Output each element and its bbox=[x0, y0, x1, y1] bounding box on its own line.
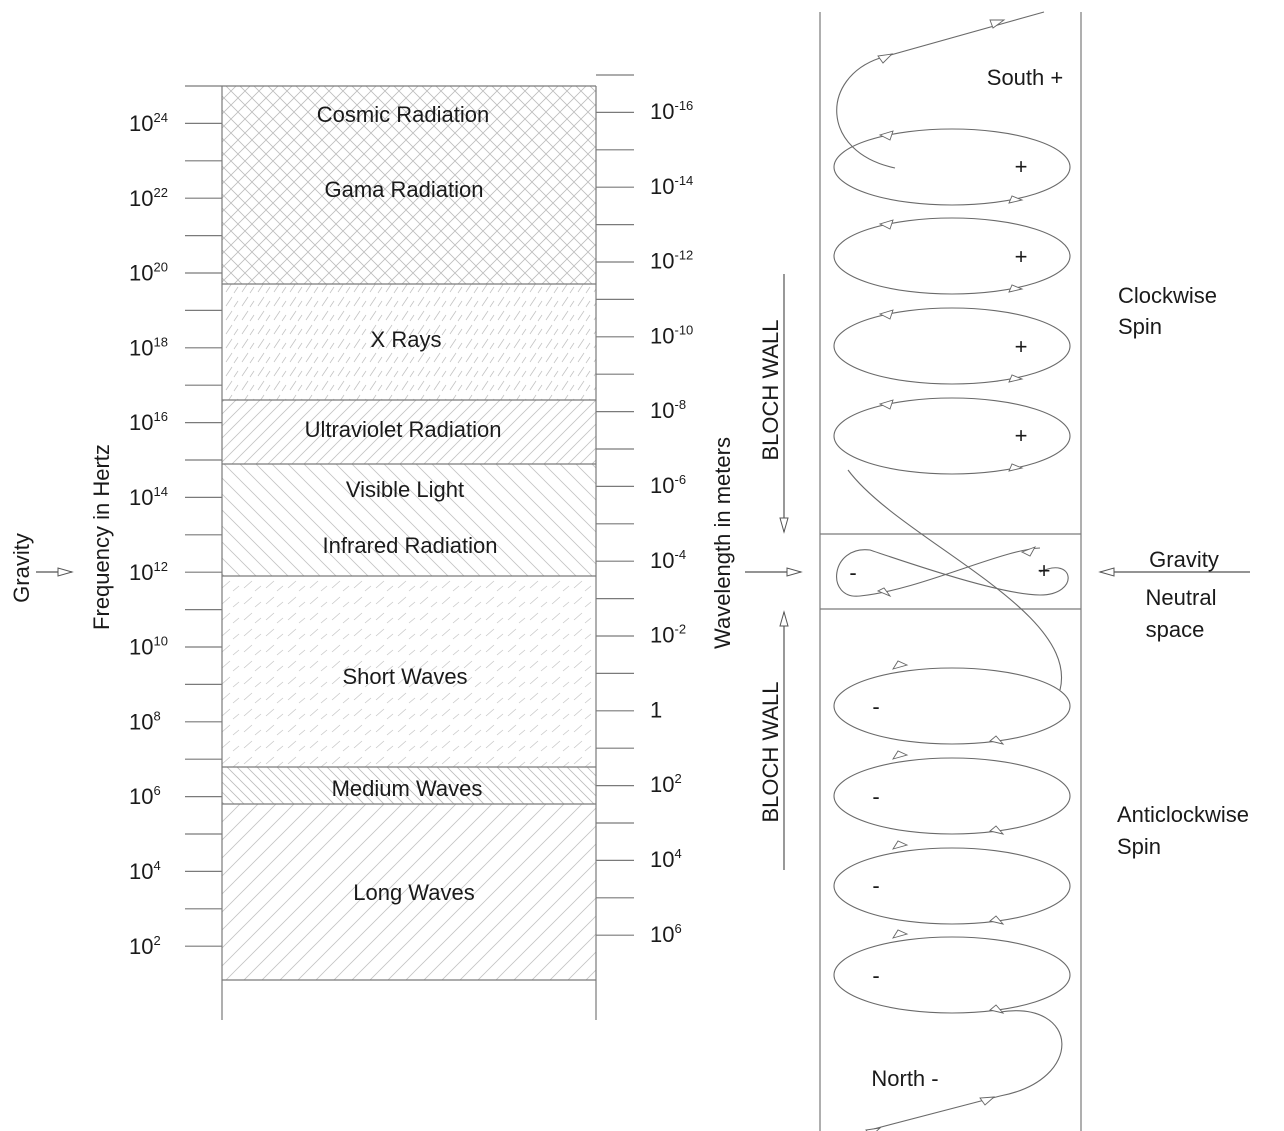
clockwise-label-line1: Clockwise bbox=[1118, 283, 1217, 308]
plus-sign: + bbox=[1038, 558, 1051, 583]
left-gravity-arrow bbox=[36, 567, 74, 577]
wavelength-tick-label: 1 bbox=[650, 697, 662, 722]
anticlockwise-label-line1: Anticlockwise bbox=[1117, 802, 1249, 827]
anticlockwise-loop-1 bbox=[833, 667, 1071, 745]
frequency-tick-label: 1024 bbox=[129, 110, 168, 136]
wavelength-tick-label: 10-14 bbox=[650, 173, 693, 199]
wavelength-tick-label: 10-2 bbox=[650, 622, 686, 648]
band-visible-infrared bbox=[222, 464, 596, 576]
plus-sign: + bbox=[1015, 154, 1028, 179]
spiral-neutral-loop bbox=[836, 547, 1069, 597]
plus-sign: + bbox=[1015, 244, 1028, 269]
anticlockwise-loop-4 bbox=[833, 936, 1071, 1014]
plus-sign: + bbox=[1015, 423, 1028, 448]
anticlockwise-label-line2: Spin bbox=[1117, 834, 1161, 859]
plus-sign: + bbox=[1015, 334, 1028, 359]
wavelength-tick-label: 10-10 bbox=[650, 322, 693, 348]
wavelength-tick-labels: 10-16 10-14 10-12 10-10 10-8 10-6 10-4 10-2 1 102… bbox=[650, 98, 693, 947]
minus-sign: - bbox=[872, 694, 879, 719]
minus-sign: - bbox=[872, 963, 879, 988]
anticlockwise-loop-3 bbox=[833, 847, 1071, 925]
frequency-tick-label: 1020 bbox=[129, 260, 168, 286]
band-long-waves bbox=[222, 804, 596, 980]
clockwise-loop-3 bbox=[833, 307, 1071, 385]
band-cosmic-gama bbox=[222, 86, 596, 284]
band-label-medium-waves: Medium Waves bbox=[332, 776, 483, 801]
spectrum-axes bbox=[221, 86, 597, 1020]
spin-column bbox=[819, 12, 1082, 1131]
bloch-wall-label-upper: BLOCH WALL bbox=[758, 319, 783, 460]
minus-sign: - bbox=[872, 784, 879, 809]
frequency-tick-label: 1014 bbox=[129, 484, 168, 510]
neutral-space-label-line1: Neutral bbox=[1146, 585, 1217, 610]
wavelength-axis-label: Wavelength in meters bbox=[710, 437, 735, 649]
frequency-tick-label: 108 bbox=[129, 708, 161, 734]
clockwise-loop-4 bbox=[833, 397, 1071, 475]
band-labels: Cosmic Radiation Gama Radiation X Rays U… bbox=[305, 102, 502, 905]
frequency-ticks bbox=[185, 85, 222, 947]
right-gravity-arrow bbox=[1098, 567, 1250, 577]
wavelength-tick-label: 10-4 bbox=[650, 547, 686, 573]
neutral-space-label-line2: space bbox=[1146, 617, 1205, 642]
frequency-tick-label: 1010 bbox=[129, 634, 168, 660]
spiral-top-entry bbox=[836, 11, 1045, 169]
spiral-bottom-exit bbox=[865, 1010, 1063, 1131]
spin-signs: + + + + - + - - - - bbox=[849, 154, 1050, 988]
minus-sign: - bbox=[872, 873, 879, 898]
spiral-crossing-down bbox=[847, 469, 1063, 691]
center-gravity-arrow bbox=[745, 567, 803, 577]
spiral-direction-arrows bbox=[865, 19, 1036, 1131]
frequency-tick-label: 104 bbox=[129, 858, 161, 884]
spin-spiral bbox=[833, 11, 1071, 1131]
bloch-wall-label-lower: BLOCH WALL bbox=[758, 681, 783, 822]
band-label-visible: Visible Light bbox=[346, 477, 464, 502]
band-label-infrared: Infrared Radiation bbox=[323, 533, 498, 558]
wavelength-tick-label: 10-12 bbox=[650, 248, 693, 274]
band-label-short-waves: Short Waves bbox=[342, 664, 467, 689]
south-pole-label: South + bbox=[987, 65, 1063, 90]
clockwise-loop-2 bbox=[833, 217, 1071, 295]
minus-sign: - bbox=[849, 560, 856, 585]
wavelength-tick-label: 10-8 bbox=[650, 397, 686, 423]
frequency-tick-labels: 1024 1022 1020 1018 1016 1014 1012 1010 108 106 10… bbox=[129, 110, 168, 959]
spectrum-bands bbox=[222, 86, 596, 980]
wavelength-ticks bbox=[596, 74, 634, 936]
frequency-tick-label: 1022 bbox=[129, 185, 168, 211]
left-gravity-label: Gravity bbox=[9, 533, 34, 603]
frequency-tick-label: 106 bbox=[129, 783, 161, 809]
right-gravity-label: Gravity bbox=[1149, 547, 1219, 572]
bloch-wall-arrow-lower bbox=[779, 610, 789, 870]
band-ultraviolet bbox=[222, 400, 596, 464]
wavelength-tick-label: 106 bbox=[650, 921, 682, 947]
wavelength-tick-label: 102 bbox=[650, 771, 682, 797]
wavelength-tick-label: 104 bbox=[650, 846, 682, 872]
band-dividers bbox=[222, 85, 596, 981]
frequency-axis-label: Frequency in Hertz bbox=[89, 444, 114, 630]
band-label-cosmic: Cosmic Radiation bbox=[317, 102, 489, 127]
clockwise-label-line2: Spin bbox=[1118, 314, 1162, 339]
frequency-tick-label: 102 bbox=[129, 933, 161, 959]
band-label-gama: Gama Radiation bbox=[325, 177, 484, 202]
frequency-tick-label: 1012 bbox=[129, 559, 168, 585]
band-label-x-rays: X Rays bbox=[371, 327, 442, 352]
band-medium-waves bbox=[222, 767, 596, 804]
clockwise-loop-1 bbox=[833, 128, 1071, 206]
frequency-tick-label: 1016 bbox=[129, 409, 168, 435]
band-label-ultraviolet: Ultraviolet Radiation bbox=[305, 417, 502, 442]
band-x-rays bbox=[222, 284, 596, 400]
frequency-tick-label: 1018 bbox=[129, 334, 168, 360]
bloch-wall-arrow-upper bbox=[779, 274, 789, 534]
band-short-waves bbox=[222, 576, 596, 767]
north-pole-label: North - bbox=[871, 1066, 938, 1091]
wavelength-tick-label: 10-6 bbox=[650, 472, 686, 498]
wavelength-tick-label: 10-16 bbox=[650, 98, 693, 124]
anticlockwise-loop-2 bbox=[833, 757, 1071, 835]
band-label-long-waves: Long Waves bbox=[353, 880, 474, 905]
